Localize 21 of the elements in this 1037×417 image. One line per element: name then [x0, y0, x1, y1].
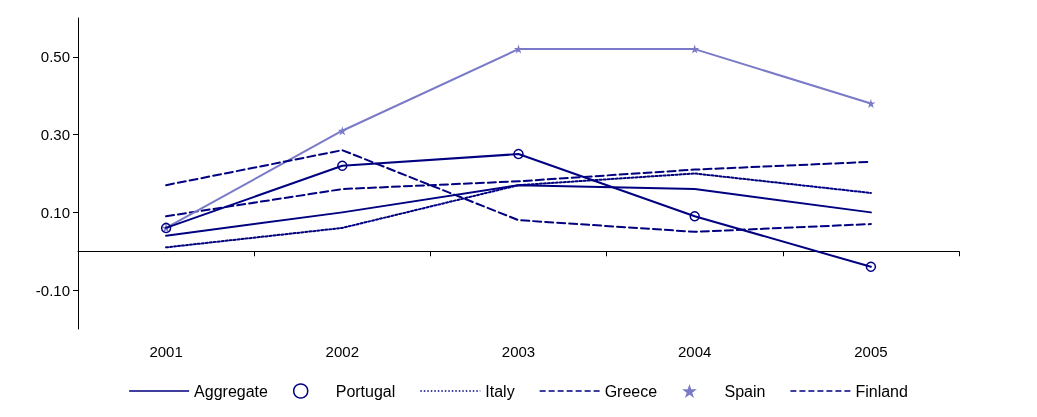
legend-label: Greece	[604, 382, 658, 400]
legend-label: Finland	[855, 382, 908, 400]
x-tick-label: 2002	[325, 343, 359, 360]
point	[337, 160, 348, 171]
legend-label: Aggregate	[194, 382, 269, 400]
y-tick-label: -0.10	[35, 281, 70, 299]
legend-label: Portugal	[335, 382, 396, 400]
x-tick-label: 2005	[854, 343, 888, 360]
x-tick-label: 2004	[678, 343, 712, 360]
point	[866, 99, 876, 109]
point	[689, 211, 700, 222]
y-tick-label: 0.30	[40, 126, 70, 144]
point	[514, 44, 523, 54]
point	[513, 148, 524, 160]
legend-label: Italy	[485, 382, 515, 400]
y-tick-label: 0.50	[40, 48, 70, 66]
x-tick-label: 2001	[149, 343, 183, 360]
x-tick-label: 2003	[501, 343, 536, 360]
point	[865, 261, 877, 273]
y-tick-label: 0.10	[40, 203, 70, 221]
legend-label: Spain	[724, 382, 766, 400]
